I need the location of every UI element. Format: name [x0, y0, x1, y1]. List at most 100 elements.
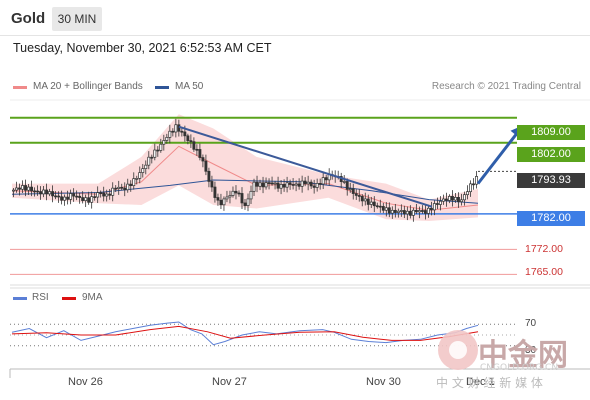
candle-body [363, 198, 367, 202]
candle-body [78, 195, 82, 198]
candle-body [252, 181, 256, 192]
candle-body [186, 135, 190, 141]
candle-body [42, 189, 46, 195]
candle-body [291, 184, 295, 186]
candle-body [261, 182, 265, 188]
rsi-line [11, 321, 479, 346]
x-label-nov27: Nov 27 [212, 376, 247, 388]
candle-body [273, 182, 277, 185]
candle-body [454, 197, 457, 201]
candle-body [444, 198, 448, 201]
candle-body [129, 183, 133, 187]
candle-body [297, 183, 301, 187]
candle-body [75, 195, 79, 198]
candle-body [450, 196, 454, 201]
candle-body [153, 149, 157, 158]
candle-body [63, 196, 67, 201]
candle-body [96, 192, 100, 198]
candle-body [165, 137, 169, 141]
timeframe-button[interactable]: 30 MIN [52, 7, 102, 31]
candle-body [69, 193, 73, 200]
candle-body [267, 182, 271, 184]
candle-body [408, 210, 412, 216]
x-label-dec1: Dec 1 [466, 376, 495, 388]
candle-body [204, 160, 208, 172]
candle-body [51, 191, 55, 197]
candle-body [312, 185, 316, 188]
level-1802-label: 1802.00 [517, 147, 585, 162]
candle-body [123, 187, 127, 191]
candle-body [396, 210, 400, 213]
candle-body [255, 181, 259, 187]
candle-body [150, 156, 154, 159]
candle-body [216, 197, 220, 201]
candle-body [342, 181, 346, 183]
candle-body [300, 180, 304, 187]
candle-body [102, 192, 106, 197]
candle-body [258, 182, 262, 187]
candle-body [457, 197, 460, 203]
candle-body [225, 196, 229, 200]
bollinger-band [12, 114, 478, 221]
candle-body [270, 182, 274, 185]
watermark-slogan: 中 文 财 经 新 媒 体 [436, 376, 543, 390]
candle-body [222, 198, 226, 206]
candle-body [147, 156, 151, 166]
watermark-logo-inner-icon [449, 341, 467, 359]
candle-body [460, 199, 463, 203]
candle-body [39, 191, 43, 195]
candle-body [15, 187, 18, 191]
candle-body [414, 209, 418, 213]
candle-body [426, 207, 430, 214]
candle-body [390, 209, 394, 214]
candle-body [411, 209, 415, 216]
candle-body [423, 210, 427, 214]
candle-body [189, 140, 193, 143]
candle-body [387, 207, 391, 214]
candle-body [36, 190, 40, 193]
rsi-tick-30: 30 [525, 345, 537, 356]
rsi-tick-70: 70 [525, 318, 537, 329]
candle-body [81, 197, 85, 201]
candle-body [354, 193, 358, 196]
candle-body [141, 168, 145, 173]
candle-body [231, 190, 235, 196]
candle-body [318, 183, 322, 185]
candle-body [463, 194, 466, 201]
candle-body [93, 196, 97, 198]
candle-body [180, 130, 184, 133]
candle-body [33, 190, 36, 193]
level-1772-label: 1772.00 [525, 243, 563, 255]
candle-body [324, 177, 328, 181]
candle-body [12, 189, 15, 192]
candle-body [60, 196, 64, 201]
candle-body [201, 157, 205, 162]
candle-body [345, 181, 349, 190]
forecast-arrow-shaft [476, 130, 520, 185]
candle-body [156, 149, 160, 152]
candle-body [447, 196, 451, 201]
candle-body [138, 172, 142, 179]
candle-body [469, 183, 472, 193]
candle-body [228, 195, 232, 198]
candle-body [438, 200, 442, 205]
candle-body [105, 193, 109, 197]
candle-body [360, 195, 364, 202]
candle-body [195, 148, 199, 151]
ma20-legend-label: MA 20 + Bollinger Bands [33, 81, 143, 92]
candle-body [466, 191, 469, 196]
candle-body [132, 178, 136, 187]
candle-body [99, 192, 103, 194]
candle-body [192, 141, 196, 150]
candle-body [303, 180, 307, 185]
ma50-line [11, 179, 479, 204]
candle-body [159, 143, 163, 151]
candle-body [126, 183, 130, 191]
rsi-ma-legend-label: 9MA [82, 292, 103, 303]
candle-body [210, 181, 214, 188]
level-1765-label: 1765.00 [525, 266, 563, 278]
candle-body [315, 183, 319, 188]
candle-body [348, 188, 352, 191]
